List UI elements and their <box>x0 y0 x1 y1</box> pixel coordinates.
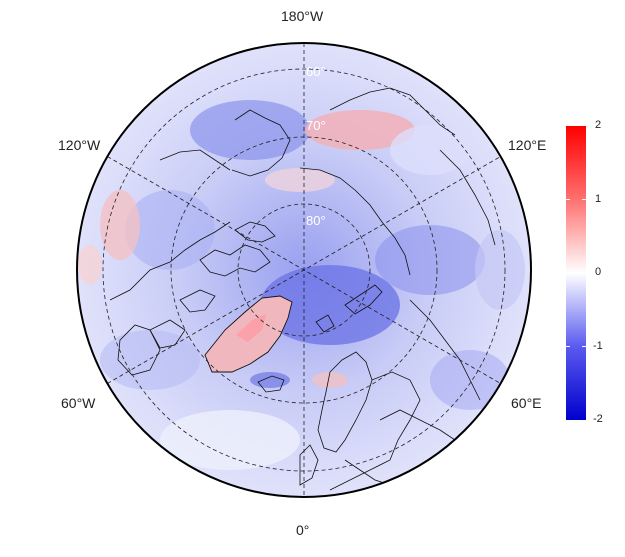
meridian-60w-120e <box>107 156 501 384</box>
colorbar <box>566 126 586 420</box>
meridian-label-60w: 60°W <box>61 395 96 411</box>
colorbar-ticks <box>566 199 586 347</box>
colorbar-tick-label: 2 <box>595 119 602 131</box>
meridian-label-60e: 60°E <box>511 395 542 411</box>
meridian-label-0: 0° <box>296 522 310 538</box>
parallel-label-80: 80° <box>306 213 326 228</box>
meridian-label-120e: 120°E <box>508 137 547 153</box>
colorbar-tick-label: -2 <box>593 413 603 425</box>
coastlines <box>109 87 496 491</box>
map-boundary <box>76 42 532 498</box>
meridian-label-180w: 180°W <box>281 8 324 24</box>
colorbar-tick-label: -1 <box>593 340 603 352</box>
parallel-label-60: 60° <box>306 64 326 79</box>
graticule <box>102 43 506 497</box>
colorbar-tick-label: 1 <box>595 193 602 205</box>
meridian-label-120w: 120°W <box>58 137 101 153</box>
colorbar-tick-label: 0 <box>595 266 602 278</box>
parallel-label-70: 70° <box>306 118 326 133</box>
